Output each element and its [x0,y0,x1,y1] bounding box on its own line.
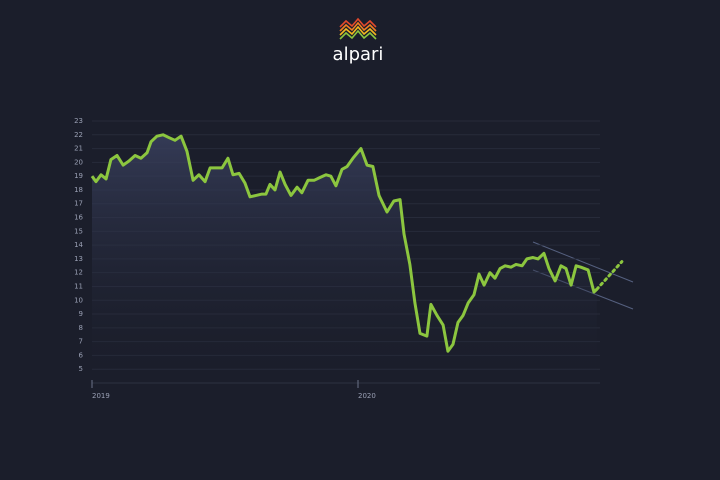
y-tick-label: 10 [74,296,83,304]
y-tick-label: 5 [79,365,83,373]
y-tick-label: 15 [74,227,83,235]
projection-line [595,260,624,291]
y-tick-label: 7 [79,338,83,346]
logo-text: alpari [333,44,384,65]
x-tick-label: 2019 [92,392,110,400]
y-tick-label: 13 [74,255,83,263]
logo-icon [339,17,377,40]
y-tick-label: 8 [79,324,83,332]
x-tick-label: 2020 [358,392,376,400]
y-tick-label: 22 [74,131,83,139]
channel-line [532,241,634,283]
y-tick-label: 17 [74,200,83,208]
y-tick-label: 9 [79,310,83,318]
y-tick-label: 14 [74,241,83,249]
y-tick-label: 16 [74,214,83,222]
y-tick-label: 6 [79,351,84,359]
price-line [90,133,598,353]
y-tick-label: 18 [74,186,83,194]
y-tick-label: 23 [74,117,83,125]
area [92,134,597,383]
y-tick-label: 11 [74,282,83,290]
y-tick-label: 19 [74,172,83,180]
y-tick-label: 20 [74,158,83,166]
y-tick-label: 12 [74,269,83,277]
y-tick-label: 21 [74,145,83,153]
